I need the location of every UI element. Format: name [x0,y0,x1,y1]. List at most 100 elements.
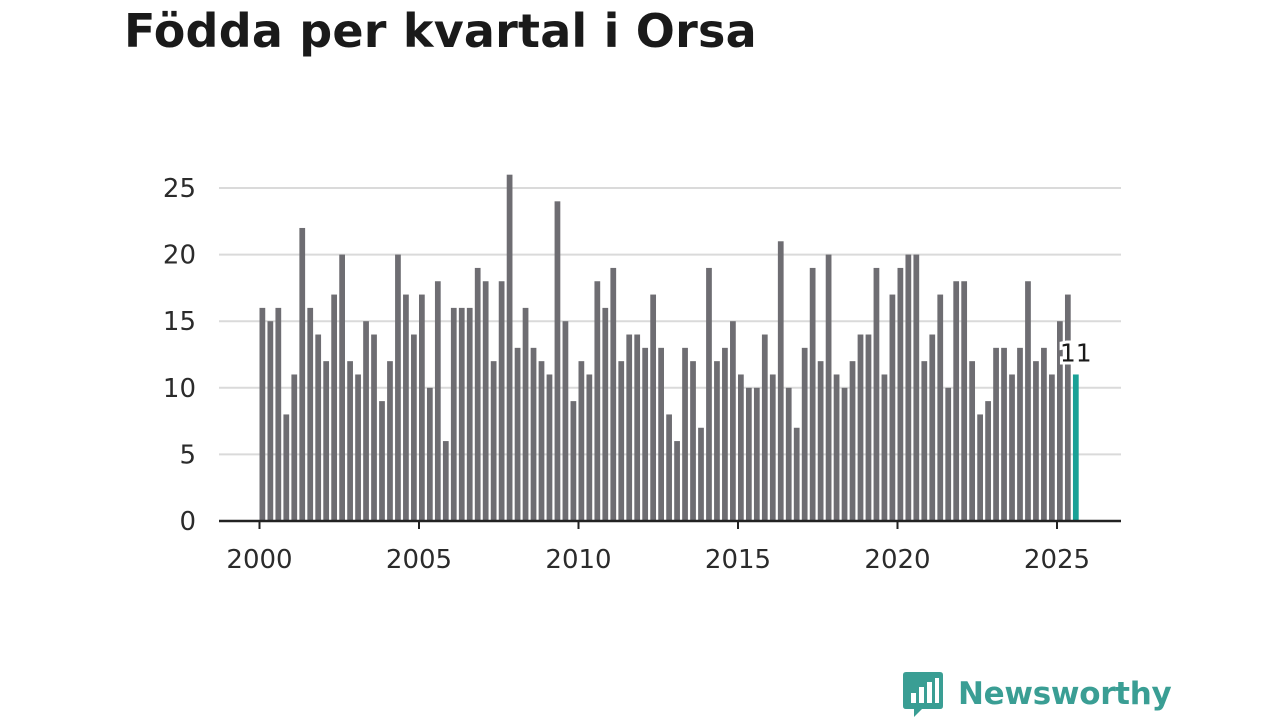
bar [522,307,529,521]
bar [403,294,409,521]
y-tick-label: 10 [163,374,196,404]
bar [817,361,824,521]
bar [714,361,720,521]
bar [777,241,784,521]
bar [339,254,345,521]
y-tick-label: 25 [163,174,196,204]
bar [881,374,888,521]
bar [530,347,537,521]
bar [498,281,505,521]
bar [466,307,473,521]
bar [395,254,401,521]
bar [650,294,657,521]
bar [307,307,314,521]
bar [841,387,848,521]
x-tick-label: 2025 [1024,545,1090,575]
bar [809,267,816,521]
bar [634,334,641,521]
bar-chart-speech-bubble-icon [903,672,943,717]
bar [315,334,322,521]
bar [937,294,944,521]
bar [331,294,338,521]
bar [769,374,776,521]
bar [594,281,601,521]
bar [355,374,361,521]
x-tick-label: 2005 [386,545,452,575]
bar [977,414,983,521]
bar-highlight [1072,374,1079,521]
bar [961,281,968,521]
x-tick-label: 2015 [705,545,771,575]
bar [690,361,696,521]
bar [275,307,282,521]
bar [682,347,688,521]
bar [1025,281,1031,521]
newsworthy-logo: Newsworthy [902,670,1172,718]
bar [897,267,904,521]
bar [905,254,912,521]
bar [506,174,513,521]
bar [283,414,290,521]
bar [299,227,306,521]
bar [1057,321,1063,521]
bar [993,347,999,521]
bar [833,374,840,521]
bar [1041,347,1047,521]
bar [538,361,545,521]
bar [658,347,664,521]
bar [482,281,489,521]
bar [753,387,760,521]
bar [969,361,976,521]
bar [738,374,744,521]
bar [458,307,465,521]
bar [674,441,680,521]
bar [761,334,768,521]
bar [913,254,920,521]
bar [411,334,417,521]
bar [291,374,298,521]
bar [347,361,353,521]
bar [873,267,880,521]
bar [1064,294,1071,521]
bar [857,334,864,521]
bar [450,307,457,521]
y-tick-label: 0 [179,507,196,537]
bar [554,201,561,521]
bar [490,361,497,521]
bar [889,294,896,521]
bar [825,254,832,521]
bar [953,281,960,521]
axes [219,519,1121,529]
bar [371,334,377,521]
bar [442,441,449,521]
bar [698,427,704,521]
bar [785,387,792,521]
bar [379,401,385,521]
bar [602,307,609,521]
bar [1033,361,1039,521]
bars [259,174,1079,521]
x-tick-label: 2000 [226,545,292,575]
chart-title: Födda per kvartal i Orsa [124,4,757,58]
last-value-label: 11 [1060,338,1092,367]
bar [722,347,728,521]
bar [546,374,553,521]
bar [610,267,617,521]
bar [426,387,433,521]
bar [706,267,712,521]
x-tick-label: 2020 [864,545,930,575]
brand-name: Newsworthy [958,676,1172,712]
bar [921,361,928,521]
bar [849,361,856,521]
bar [945,387,952,521]
bar [1009,374,1015,521]
x-tick-label: 2010 [545,545,611,575]
bar [1001,347,1007,521]
bar [801,347,808,521]
bar [323,361,330,521]
bar [626,334,633,521]
bar [666,414,672,521]
bar [793,427,800,521]
bar [929,334,936,521]
